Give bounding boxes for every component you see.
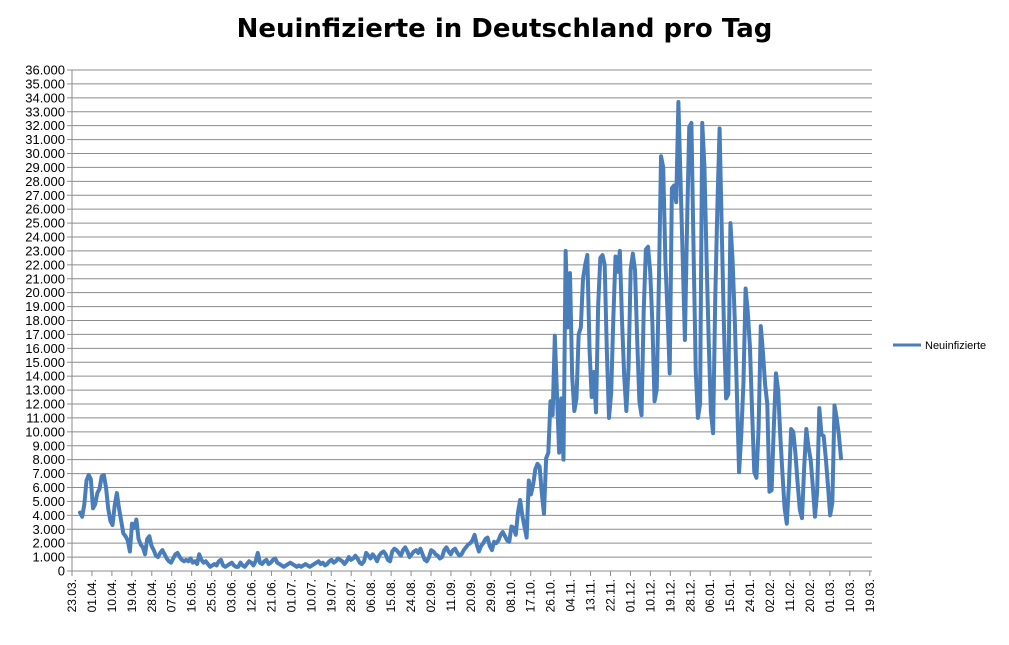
y-tick-label: 0 xyxy=(58,564,65,579)
x-tick-label: 22.11. xyxy=(604,579,618,611)
y-tick-label: 32.000 xyxy=(25,118,65,133)
y-tick-label: 11.000 xyxy=(26,410,65,425)
chart-title: Neuinfizierte in Deutschland pro Tag xyxy=(236,14,773,44)
y-tick-label: 27.000 xyxy=(25,188,65,203)
legend-label: Neuinfizierte xyxy=(925,340,986,352)
y-tick-label: 13.000 xyxy=(25,383,65,398)
x-tick-label: 07.05. xyxy=(165,579,179,612)
x-tick-label: 13.11. xyxy=(584,579,598,611)
x-tick-label: 06.01. xyxy=(703,579,717,612)
x-tick-label: 28.04. xyxy=(145,579,159,612)
x-tick-label: 03.06. xyxy=(225,579,239,612)
x-tick-label: 10.07. xyxy=(304,579,318,612)
y-tick-label: 5.000 xyxy=(32,494,65,509)
series-group xyxy=(78,100,843,569)
y-tick-label: 7.000 xyxy=(32,466,65,481)
y-tick-label: 3.000 xyxy=(32,522,65,537)
x-tick-label: 12.06. xyxy=(245,579,259,612)
x-axis-ticks: 23.03. 01.04. 10.04. 19.04. 28.04. 07.05. 16.0… xyxy=(65,571,877,612)
x-tick-label: 19.07. xyxy=(324,579,338,612)
y-tick-label: 33.000 xyxy=(25,104,65,119)
x-tick-label: 19.12. xyxy=(663,579,677,612)
x-tick-label: 20.02. xyxy=(803,579,817,612)
y-tick-label: 29.000 xyxy=(25,160,65,175)
x-tick-label: 17.10. xyxy=(524,579,538,612)
x-tick-label: 28.07. xyxy=(344,579,358,612)
x-tick-label: 06.08. xyxy=(364,579,378,612)
y-tick-label: 34.000 xyxy=(25,90,65,105)
y-tick-label: 21.000 xyxy=(25,271,65,286)
gridlines xyxy=(72,69,872,572)
x-tick-label: 15.01. xyxy=(723,579,737,612)
x-tick-label: 10.12. xyxy=(643,579,657,612)
x-tick-label: 20.09. xyxy=(464,579,478,612)
x-tick-label: 02.09. xyxy=(424,579,438,612)
y-tick-label: 26.000 xyxy=(25,202,65,217)
x-tick-label: 01.03. xyxy=(823,579,837,612)
y-tick-label: 19.000 xyxy=(25,299,65,314)
x-tick-label: 19.03. xyxy=(863,579,877,612)
x-tick-label: 01.04. xyxy=(85,579,99,612)
y-tick-label: 22.000 xyxy=(25,257,65,272)
y-tick-label: 16.000 xyxy=(25,341,65,356)
y-tick-label: 4.000 xyxy=(32,508,65,523)
x-tick-label: 11.02. xyxy=(783,579,797,611)
x-tick-label: 11.09. xyxy=(444,579,458,611)
x-tick-label: 01.12. xyxy=(623,579,637,612)
y-tick-label: 18.000 xyxy=(25,313,65,328)
y-tick-label: 9.000 xyxy=(32,438,65,453)
y-tick-label: 17.000 xyxy=(25,327,65,342)
y-axis-ticks: 01.0002.0003.0004.0005.0006.0007.0008.00… xyxy=(25,63,72,579)
y-tick-label: 8.000 xyxy=(32,452,65,467)
x-tick-label: 23.03. xyxy=(65,579,79,612)
x-tick-label: 24.01. xyxy=(743,579,757,612)
x-tick-label: 04.11. xyxy=(564,579,578,611)
y-tick-label: 28.000 xyxy=(25,174,65,189)
x-tick-label: 28.12. xyxy=(683,579,697,612)
y-tick-label: 1.000 xyxy=(32,550,65,565)
x-tick-label: 01.07. xyxy=(284,579,298,612)
y-tick-label: 31.000 xyxy=(25,132,65,147)
y-tick-label: 10.000 xyxy=(25,424,65,439)
axes xyxy=(71,70,872,572)
y-tick-label: 15.000 xyxy=(25,355,65,370)
y-tick-label: 12.000 xyxy=(25,397,65,412)
y-tick-label: 23.000 xyxy=(25,243,65,258)
x-tick-label: 25.05. xyxy=(205,579,219,612)
y-tick-label: 20.000 xyxy=(25,285,65,300)
x-tick-label: 21.06. xyxy=(264,579,278,612)
x-tick-label: 08.10. xyxy=(504,579,518,612)
y-tick-label: 2.000 xyxy=(32,536,65,551)
legend: Neuinfizierte xyxy=(893,340,986,352)
x-tick-label: 10.03. xyxy=(843,579,857,612)
y-tick-label: 30.000 xyxy=(25,146,65,161)
x-tick-label: 24.08. xyxy=(404,579,418,612)
x-tick-label: 02.02. xyxy=(763,579,777,612)
x-tick-label: 10.04. xyxy=(105,579,119,612)
y-tick-label: 24.000 xyxy=(25,230,65,245)
x-tick-label: 29.09. xyxy=(484,579,498,612)
series-line-neuinfizierte xyxy=(78,100,843,569)
y-tick-label: 14.000 xyxy=(25,369,65,384)
y-tick-label: 25.000 xyxy=(25,216,65,231)
y-tick-label: 35.000 xyxy=(25,76,65,91)
y-tick-label: 36.000 xyxy=(25,63,65,78)
x-tick-label: 26.10. xyxy=(544,579,558,612)
y-tick-label: 6.000 xyxy=(32,480,65,495)
x-tick-label: 15.08. xyxy=(384,579,398,612)
x-tick-label: 16.05. xyxy=(185,579,199,612)
x-tick-label: 19.04. xyxy=(125,579,139,612)
